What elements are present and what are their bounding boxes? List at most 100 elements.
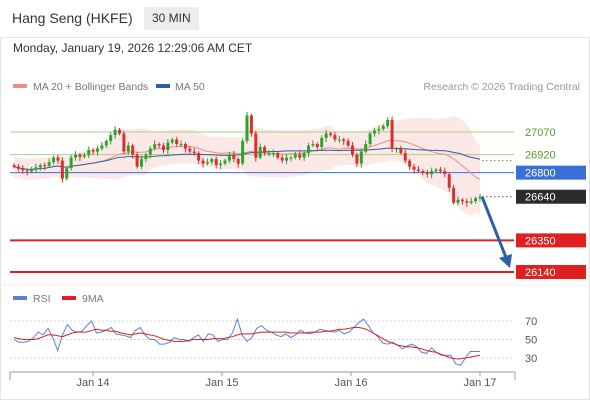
candle-body	[293, 154, 297, 158]
candle-body	[60, 160, 64, 179]
candle-body	[302, 153, 306, 158]
candle-body	[227, 154, 231, 161]
candle-body	[416, 169, 420, 172]
candle-body	[403, 153, 407, 161]
bb-legend-label: MA 20 + Bollinger Bands	[33, 81, 148, 93]
candle-body	[153, 144, 157, 149]
candle-body	[126, 145, 130, 152]
forecast-arrow-shaft	[480, 196, 509, 261]
candle-body	[271, 153, 275, 155]
level-label-27070: 27070	[525, 127, 556, 139]
level-label-26920: 26920	[525, 150, 556, 162]
candle-body	[38, 165, 42, 168]
candle-body	[394, 148, 398, 150]
candle-body	[337, 139, 341, 141]
candle-body	[263, 147, 267, 154]
candle-body	[359, 151, 363, 164]
rsi-tick-50: 50	[525, 335, 537, 347]
rsi-tick-70: 70	[525, 316, 537, 328]
candles-group	[12, 111, 482, 207]
candle-body	[223, 160, 227, 164]
candle-body	[307, 145, 311, 154]
candle-body	[170, 139, 174, 143]
candle-body	[465, 201, 469, 203]
candle-body	[381, 125, 385, 129]
candle-body	[30, 169, 34, 172]
candle-body	[315, 144, 319, 148]
level-tag-26350	[516, 233, 586, 248]
credit-label: Research © 2026 Trading Central	[423, 81, 580, 93]
candle-body	[267, 153, 271, 155]
candle-body	[333, 135, 337, 140]
candle-body	[34, 167, 38, 170]
candle-body	[47, 162, 51, 166]
candle-body	[425, 172, 429, 175]
candle-body	[372, 130, 376, 134]
candle-body	[377, 128, 381, 131]
candle-body	[329, 133, 333, 136]
candle-body	[166, 142, 170, 151]
candle-body	[118, 129, 122, 134]
candle-body	[421, 171, 425, 173]
candle-body	[100, 145, 104, 149]
level-tag-26640	[516, 189, 586, 204]
candle-body	[447, 174, 451, 188]
candle-body	[452, 187, 456, 203]
candle-body	[342, 139, 346, 142]
candle-body	[183, 144, 187, 149]
candle-body	[144, 154, 148, 160]
candle-body	[254, 133, 258, 158]
candle-body	[175, 139, 179, 145]
candle-body	[399, 148, 403, 154]
candle-body	[443, 171, 447, 175]
rsi-line	[13, 317, 480, 367]
ma50-legend-label: MA 50	[175, 81, 205, 93]
candle-body	[355, 154, 359, 164]
candle-body	[434, 169, 438, 172]
candle-body	[456, 199, 460, 203]
rsi-legend-label: RSI	[33, 293, 51, 305]
candle-body	[232, 154, 236, 160]
candle-body	[109, 135, 113, 142]
level-label-26800: 26800	[525, 168, 556, 180]
candle-body	[201, 160, 205, 164]
candle-body	[16, 166, 20, 169]
header-bar: Hang Seng (HKFE) 30 MIN	[0, 0, 590, 38]
timestamp: Monday, January 19, 2026 12:29:06 AM CET	[13, 41, 253, 55]
candle-body	[245, 115, 249, 142]
rsi-tick-30: 30	[525, 353, 537, 365]
x-tick-label: Jan 16	[334, 377, 367, 389]
timeframe-button[interactable]: 30 MIN	[144, 7, 199, 30]
candle-body	[430, 171, 434, 175]
candle-body	[69, 157, 73, 169]
candle-body	[56, 157, 60, 161]
candle-body	[188, 148, 192, 152]
candle-body	[280, 157, 284, 161]
x-tick-label: Jan 14	[76, 377, 109, 389]
candle-body	[131, 145, 135, 155]
candle-body	[219, 163, 223, 166]
candle-body	[179, 144, 183, 146]
candle-body	[324, 133, 328, 139]
candle-body	[157, 144, 161, 146]
candle-body	[82, 155, 86, 157]
candle-body	[139, 159, 143, 167]
candle-body	[460, 199, 464, 202]
candle-body	[276, 153, 280, 158]
candle-body	[258, 147, 262, 158]
candle-body	[241, 141, 245, 164]
candle-body	[91, 150, 95, 152]
candle-body	[478, 196, 482, 199]
rsi-ma-legend-swatch	[62, 296, 76, 300]
candle-body	[364, 144, 368, 152]
level-tag-26140	[516, 265, 586, 279]
x-tick-label: Jan 17	[463, 377, 496, 389]
candle-body	[412, 166, 416, 170]
candle-body	[210, 159, 214, 163]
candle-body	[205, 162, 209, 164]
candle-body	[122, 133, 126, 152]
rsi-ma-line	[13, 327, 481, 360]
candle-body	[197, 153, 201, 161]
candle-body	[161, 145, 165, 151]
